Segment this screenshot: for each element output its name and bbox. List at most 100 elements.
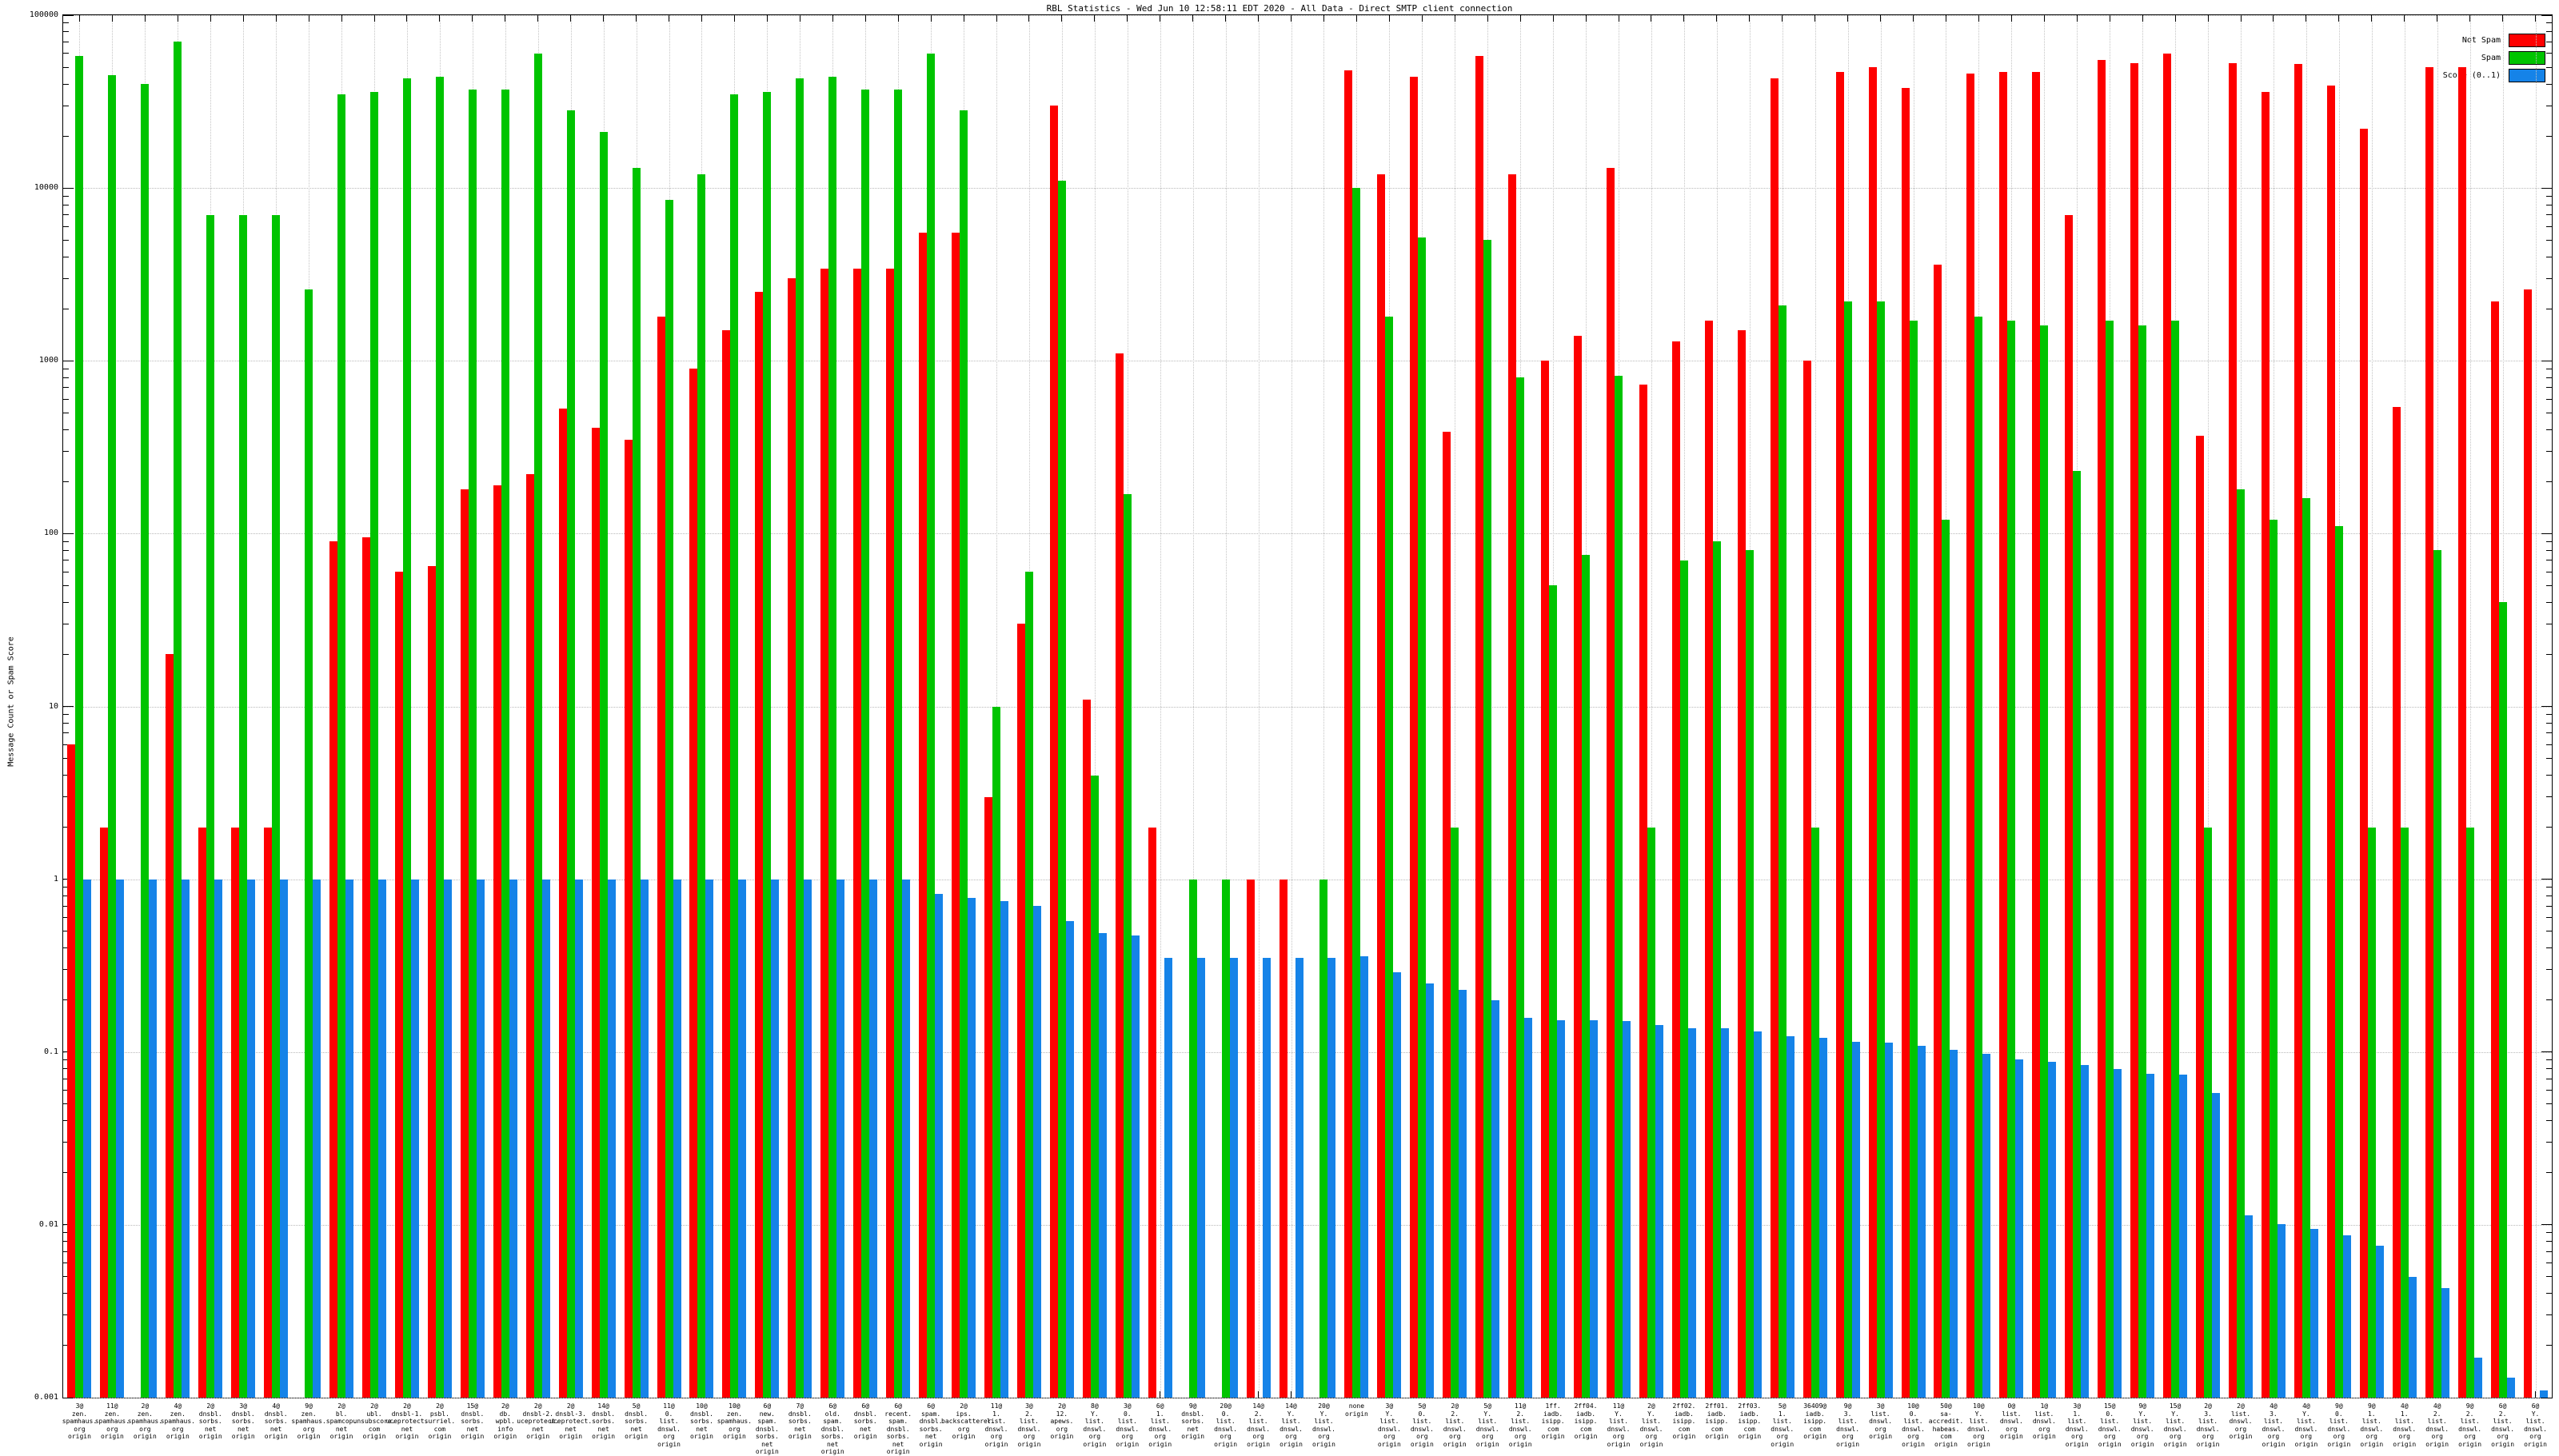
y-minor-tick-left xyxy=(63,1232,69,1234)
x-tick-top xyxy=(144,15,146,22)
bar-score-0-1- xyxy=(607,879,616,1398)
x-gridline xyxy=(1291,15,1292,1398)
bar-spam xyxy=(960,110,968,1398)
bar-score-0-1- xyxy=(738,879,747,1398)
x-category-label: 4@ zen. spamhaus. org origin xyxy=(160,1402,195,1440)
legend-row: Not Spam xyxy=(2443,31,2545,49)
y-minor-tick-left xyxy=(63,1059,69,1061)
bar-not-spam xyxy=(722,330,731,1398)
x-tick-top xyxy=(2142,15,2143,22)
x-category-label: 14@ dnsbl. sorbs. net origin xyxy=(592,1402,616,1440)
bar-score-0-1- xyxy=(2375,1245,2384,1398)
x-category-label: 2ff02. iadb. isipp. com origin xyxy=(1672,1402,1696,1440)
y-minor-tick-left xyxy=(63,1068,69,1070)
x-tick-top xyxy=(2305,15,2307,22)
bar-score-0-1- xyxy=(2539,1390,2548,1398)
y-major-tick-left xyxy=(63,533,74,534)
y-tick-label: 1000 xyxy=(38,356,58,365)
bar-spam xyxy=(1024,572,1033,1398)
x-tick-top xyxy=(766,15,768,22)
y-minor-tick-right xyxy=(2546,1103,2552,1105)
bar-not-spam xyxy=(1246,879,1255,1398)
y-minor-tick-left xyxy=(63,917,69,919)
bar-score-0-1- xyxy=(83,879,92,1398)
bar-score-0-1- xyxy=(2245,1215,2253,1398)
bar-not-spam xyxy=(427,565,436,1398)
bar-score-0-1- xyxy=(935,894,944,1398)
bar-score-0-1- xyxy=(182,879,190,1398)
x-gridline xyxy=(2469,15,2471,1398)
y-minor-tick-left xyxy=(63,429,69,430)
y-gridline xyxy=(63,188,2552,189)
x-category-label: 36409@ iadb. isipp. com origin xyxy=(1803,1402,1827,1440)
x-tick-top xyxy=(1683,15,1685,22)
bar-not-spam xyxy=(984,796,992,1398)
y-minor-tick-right xyxy=(2546,1172,2552,1174)
x-tick-top xyxy=(2371,15,2373,22)
x-tick-top xyxy=(1323,15,1324,22)
y-major-tick-left xyxy=(63,187,74,189)
x-tick-top xyxy=(1814,15,1816,22)
bar-spam xyxy=(501,90,509,1398)
y-minor-tick-right xyxy=(2546,1251,2552,1252)
x-category-label: 2ff03. iadb. isipp. com origin xyxy=(1738,1402,1762,1440)
bar-score-0-1- xyxy=(2408,1276,2417,1398)
y-minor-tick-right xyxy=(2546,450,2552,452)
bar-score-0-1- xyxy=(1786,1035,1794,1398)
x-tick-top xyxy=(1716,15,1718,22)
bar-spam xyxy=(1843,301,1852,1398)
y-tick-label: 100 xyxy=(43,529,58,538)
y-minor-tick-right xyxy=(2546,239,2552,241)
y-minor-tick-left xyxy=(63,377,69,378)
x-category-label: 5@ dnsbl. sorbs. net origin xyxy=(625,1402,649,1440)
y-minor-tick-right xyxy=(2546,722,2552,724)
y-tick-label: 0.001 xyxy=(34,1393,58,1402)
bar-not-spam xyxy=(1868,67,1877,1398)
y-minor-tick-left xyxy=(63,584,69,586)
x-category-label: 6@ Y. list. dnswl. org origin xyxy=(2524,1402,2547,1448)
y-minor-tick-left xyxy=(63,1276,69,1278)
bar-not-spam xyxy=(231,827,240,1398)
bar-not-spam xyxy=(591,427,600,1398)
bar-score-0-1- xyxy=(476,879,485,1398)
y-minor-tick-right xyxy=(2546,1276,2552,1278)
bar-score-0-1- xyxy=(1032,906,1041,1398)
x-tick-top xyxy=(275,15,277,22)
bar-spam xyxy=(697,174,706,1398)
bar-score-0-1- xyxy=(1098,932,1107,1398)
bar-not-spam xyxy=(1737,330,1746,1398)
x-tick-top xyxy=(603,15,605,22)
bar-score-0-1- xyxy=(902,879,911,1398)
x-category-label: 2ff01. iadb. isipp. com origin xyxy=(1705,1402,1729,1440)
bar-spam xyxy=(272,214,281,1398)
bar-score-0-1- xyxy=(673,879,681,1398)
bar-score-0-1- xyxy=(2081,1065,2090,1398)
x-category-label: 6@ dnsbl. sorbs. net origin xyxy=(853,1402,877,1440)
bar-spam xyxy=(2433,550,2441,1398)
x-tick-top xyxy=(1061,15,1063,22)
bar-score-0-1- xyxy=(771,879,780,1398)
y-minor-tick-right xyxy=(2546,195,2552,197)
x-tick-top xyxy=(472,15,473,22)
bar-score-0-1- xyxy=(705,879,714,1398)
y-minor-tick-left xyxy=(63,481,69,482)
x-tick-top xyxy=(341,15,342,22)
x-tick-top xyxy=(636,15,637,22)
y-minor-tick-left xyxy=(63,947,69,949)
bar-spam xyxy=(2106,321,2114,1398)
bar-score-0-1- xyxy=(2277,1223,2286,1398)
legend-label: Score (0..1) xyxy=(2442,70,2501,80)
y-minor-tick-right xyxy=(2546,1232,2552,1234)
x-tick-top xyxy=(864,15,866,22)
bar-score-0-1- xyxy=(1393,971,1402,1398)
y-minor-tick-right xyxy=(2546,917,2552,919)
bar-score-0-1- xyxy=(869,879,878,1398)
y-major-tick-left xyxy=(63,14,74,16)
y-minor-tick-left xyxy=(63,549,69,551)
y-minor-tick-left xyxy=(63,1120,69,1122)
y-minor-tick-left xyxy=(63,744,69,745)
x-category-label: 4@ dnsbl. sorbs. net origin xyxy=(264,1402,288,1440)
x-category-label: 3@ dnsbl. sorbs. net origin xyxy=(231,1402,255,1440)
bar-not-spam xyxy=(2490,301,2499,1398)
y-minor-tick-left xyxy=(63,83,69,85)
